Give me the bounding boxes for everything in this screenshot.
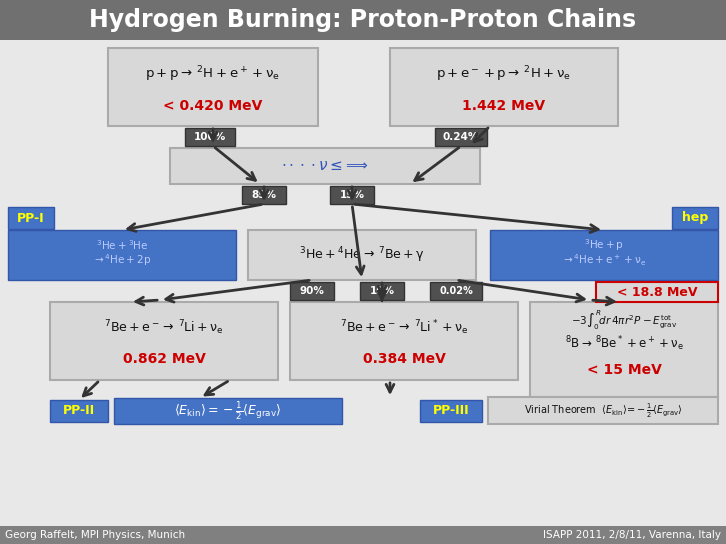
Text: $\mathrm{^3He+^3He}$: $\mathrm{^3He+^3He}$ (96, 238, 148, 252)
Text: PP-III: PP-III (433, 405, 469, 417)
Bar (170, 148, 480, 184)
Text: PP-I: PP-I (17, 212, 45, 225)
Text: 85%: 85% (251, 190, 277, 200)
Bar (290, 302, 518, 380)
Text: 90%: 90% (300, 286, 325, 296)
Bar (435, 128, 487, 146)
Text: $\cdot\cdot\cdot\cdot\nu\leq\!\Longrightarrow$: $\cdot\cdot\cdot\cdot\nu\leq\!\Longright… (281, 158, 369, 174)
Text: 0.384 MeV: 0.384 MeV (362, 352, 446, 366)
Text: 0.862 MeV: 0.862 MeV (123, 352, 205, 366)
Bar (0, 0, 726, 40)
Bar (360, 282, 404, 300)
Text: $\mathrm{^7Be+e^- \rightarrow \!\ ^7Li+\nu_e}$: $\mathrm{^7Be+e^- \rightarrow \!\ ^7Li+\… (104, 319, 224, 337)
Text: Georg Raffelt, MPI Physics, Munich: Georg Raffelt, MPI Physics, Munich (5, 530, 185, 540)
Bar (420, 400, 482, 422)
Text: Virial Theorem  $\langle E_{\rm kin}\rangle\!=\!-\frac{1}{2}\langle E_{\rm grav}: Virial Theorem $\langle E_{\rm kin}\rang… (523, 402, 682, 420)
Bar (50, 302, 278, 380)
Bar (114, 398, 342, 424)
Bar (330, 186, 374, 204)
Text: < 18.8 MeV: < 18.8 MeV (617, 286, 697, 299)
Bar (0, 526, 726, 544)
Bar (8, 230, 236, 280)
Text: $\mathrm{^3He+^4He \rightarrow \!\ ^7Be+\gamma}$: $\mathrm{^3He+^4He \rightarrow \!\ ^7Be+… (299, 245, 425, 265)
Text: 0.24%: 0.24% (443, 132, 479, 142)
Text: $\mathrm{\rightarrow ^4He+2p}$: $\mathrm{\rightarrow ^4He+2p}$ (92, 252, 152, 268)
Text: $\mathrm{\rightarrow ^4He+e^++\nu_e}$: $\mathrm{\rightarrow ^4He+e^++\nu_e}$ (561, 252, 647, 268)
Text: $\mathrm{p+e^-+p \rightarrow \!\ ^2H+\nu_e}$: $\mathrm{p+e^-+p \rightarrow \!\ ^2H+\nu… (436, 64, 571, 84)
Bar (488, 397, 718, 424)
Bar (490, 230, 718, 280)
Bar (108, 48, 318, 126)
Bar (596, 282, 718, 302)
Bar (390, 48, 618, 126)
Text: hep: hep (682, 212, 708, 225)
Text: $\mathrm{^7Be+e^- \rightarrow \!\ ^7Li^*+\nu_e}$: $\mathrm{^7Be+e^- \rightarrow \!\ ^7Li^*… (340, 319, 468, 337)
Bar (430, 282, 482, 300)
Bar (290, 282, 334, 300)
Text: 0.02%: 0.02% (439, 286, 473, 296)
Text: PP-II: PP-II (63, 405, 95, 417)
Bar (530, 302, 718, 397)
Text: 100%: 100% (194, 132, 226, 142)
Text: ISAPP 2011, 2/8/11, Varenna, Italy: ISAPP 2011, 2/8/11, Varenna, Italy (543, 530, 721, 540)
Text: $\mathrm{p+p \rightarrow \!\ ^2H+e^++\nu_e}$: $\mathrm{p+p \rightarrow \!\ ^2H+e^++\nu… (145, 64, 280, 84)
Text: $-3\int_0^R\!dr\,4\pi r^2P - E_{\rm grav}^{\rm tot}$: $-3\int_0^R\!dr\,4\pi r^2P - E_{\rm grav… (571, 308, 677, 332)
Text: < 15 MeV: < 15 MeV (587, 363, 661, 377)
Text: 15%: 15% (340, 190, 364, 200)
Bar (8, 207, 54, 229)
Bar (50, 400, 108, 422)
Text: $\mathrm{^8B \rightarrow \!\ ^8Be^*+e^++\nu_e}$: $\mathrm{^8B \rightarrow \!\ ^8Be^*+e^++… (565, 335, 683, 354)
Bar (242, 186, 286, 204)
Text: 10%: 10% (370, 286, 394, 296)
Text: Hydrogen Burning: Proton-Proton Chains: Hydrogen Burning: Proton-Proton Chains (89, 8, 637, 32)
Bar (185, 128, 235, 146)
Text: 1.442 MeV: 1.442 MeV (462, 99, 545, 113)
Text: < 0.420 MeV: < 0.420 MeV (163, 99, 263, 113)
Text: $\langle E_{\rm kin}\rangle = -\frac{1}{2}\langle E_{\rm grav}\rangle$: $\langle E_{\rm kin}\rangle = -\frac{1}{… (174, 400, 282, 422)
Bar (672, 207, 718, 229)
Text: $\mathrm{^3He+p}$: $\mathrm{^3He+p}$ (584, 237, 624, 253)
Bar (248, 230, 476, 280)
